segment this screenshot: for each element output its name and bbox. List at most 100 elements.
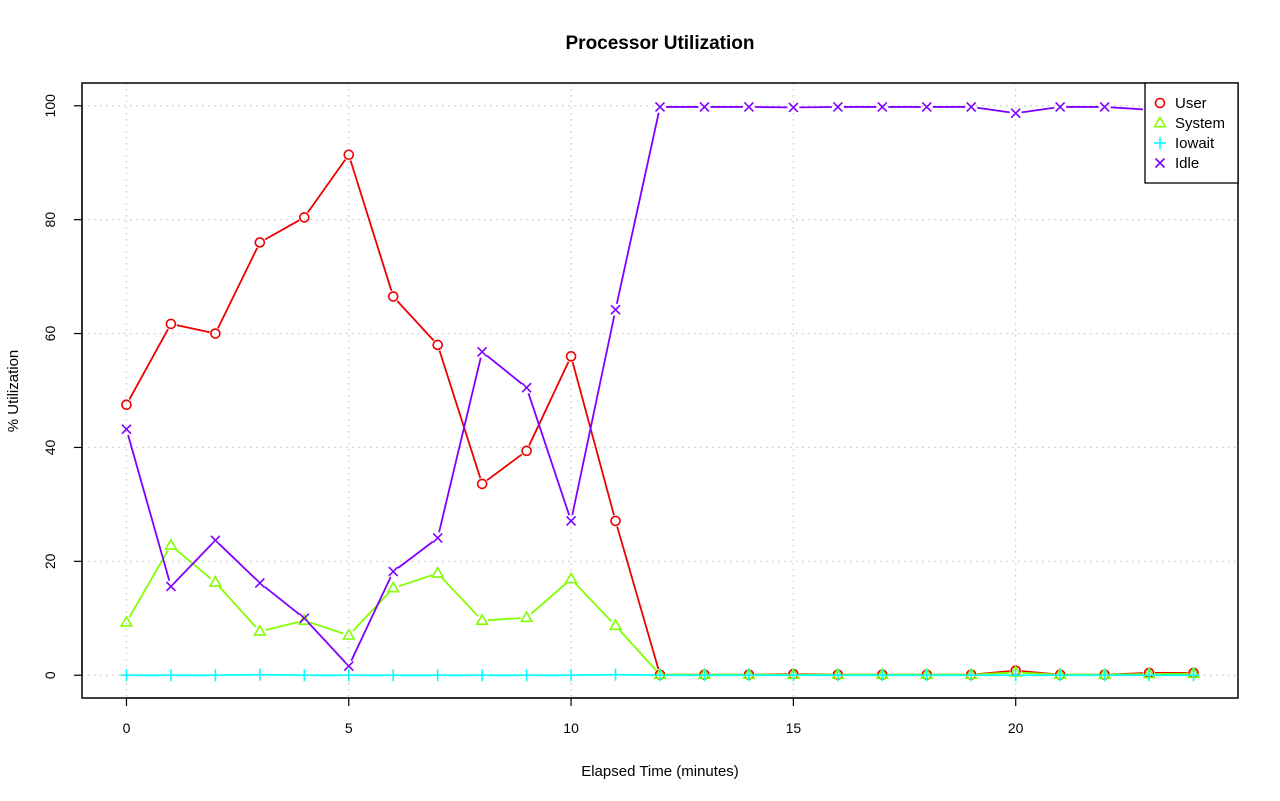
data-point-user	[565, 351, 577, 362]
data-point-idle	[254, 577, 265, 589]
data-point-iowait	[831, 669, 844, 682]
data-point-system	[342, 628, 356, 640]
plot-frame	[81, 82, 1239, 699]
series-line-user	[128, 159, 1188, 676]
data-point-idle	[432, 532, 443, 544]
x-tick-label: 5	[345, 720, 353, 736]
data-point-user	[521, 445, 532, 457]
legend-box	[1144, 82, 1239, 184]
data-point-idle	[1099, 101, 1110, 112]
data-point-iowait	[520, 669, 533, 682]
data-point-iowait	[387, 669, 400, 682]
data-point-idle	[343, 661, 354, 672]
data-point-system	[297, 613, 312, 625]
x-tick-label: 10	[563, 720, 579, 736]
data-point-user	[343, 149, 355, 161]
data-point-idle	[743, 101, 754, 112]
data-point-idle	[566, 515, 577, 526]
data-point-idle	[699, 101, 710, 112]
data-point-idle	[877, 101, 888, 112]
data-point-system	[475, 613, 489, 625]
legend-marker-iowait	[1154, 137, 1166, 149]
data-point-idle	[788, 102, 799, 113]
data-point-idle	[966, 101, 977, 112]
data-point-system	[386, 580, 400, 593]
data-point-user	[299, 212, 310, 223]
data-point-iowait	[920, 669, 933, 682]
legend: User System Iowait Idle	[1144, 82, 1239, 184]
data-point-user	[476, 478, 488, 490]
series-group	[119, 101, 1201, 682]
data-point-idle	[521, 382, 532, 393]
data-point-iowait	[1098, 669, 1111, 682]
data-point-iowait	[1187, 669, 1200, 682]
data-point-user	[210, 328, 221, 339]
data-point-user	[121, 399, 132, 411]
data-point-iowait	[1054, 669, 1067, 682]
legend-label-idle: Idle	[1175, 155, 1199, 172]
data-point-iowait	[876, 669, 889, 682]
data-point-idle	[1055, 101, 1066, 112]
x-axis-label: Elapsed Time (minutes)	[581, 763, 739, 780]
data-point-idle	[610, 304, 621, 315]
data-point-idle	[477, 346, 488, 357]
data-point-iowait	[742, 669, 755, 682]
grid	[82, 83, 1238, 698]
data-point-system	[564, 571, 578, 584]
data-point-iowait	[253, 668, 266, 681]
data-point-iowait	[698, 669, 711, 682]
data-point-system	[519, 610, 534, 623]
data-point-idle	[832, 101, 843, 112]
legend-label-iowait: Iowait	[1175, 135, 1215, 152]
legend-marker-system	[1153, 115, 1167, 128]
data-point-system	[164, 538, 178, 550]
data-point-system	[253, 624, 267, 636]
series-line-idle	[127, 106, 1188, 663]
y-axis-label: % Utilization	[5, 350, 22, 433]
y-tick-label: 40	[42, 439, 58, 455]
data-point-iowait	[565, 669, 578, 682]
x-tick-label: 0	[123, 720, 131, 736]
data-point-idle	[210, 535, 221, 546]
data-point-idle	[1010, 108, 1021, 119]
data-point-iowait	[1143, 669, 1156, 682]
legend-label-system: System	[1175, 115, 1225, 132]
x-axis: 0 5 10 15 20	[123, 697, 1024, 736]
data-point-idle	[299, 613, 310, 624]
data-point-iowait	[476, 669, 489, 682]
data-point-idle	[921, 101, 932, 112]
data-point-user	[254, 237, 266, 248]
legend-marker-idle	[1154, 157, 1166, 169]
series-iowait	[120, 668, 1200, 682]
y-axis: 0 20 40 60 80 100	[42, 94, 83, 679]
y-tick-label: 0	[42, 671, 58, 679]
data-point-idle	[654, 101, 666, 112]
x-tick-label: 20	[1008, 720, 1024, 736]
data-point-iowait	[609, 668, 622, 681]
data-point-user	[165, 318, 177, 330]
data-point-system	[208, 575, 223, 587]
data-point-iowait	[342, 669, 355, 682]
data-point-iowait	[120, 669, 133, 682]
data-point-idle	[121, 424, 132, 435]
series-user	[121, 149, 1199, 680]
y-tick-label: 80	[42, 212, 58, 228]
series-system	[119, 538, 1201, 680]
y-tick-label: 60	[42, 326, 58, 342]
data-point-iowait	[654, 669, 666, 682]
data-point-iowait	[1009, 669, 1022, 682]
data-point-idle	[165, 581, 176, 592]
data-point-iowait	[164, 669, 177, 682]
data-point-system	[608, 618, 623, 631]
data-point-idle	[388, 566, 399, 577]
data-point-user	[432, 339, 443, 351]
data-point-iowait	[965, 669, 978, 682]
y-tick-label: 20	[42, 553, 58, 569]
data-point-iowait	[298, 669, 311, 682]
series-idle	[121, 101, 1199, 672]
chart-title: Processor Utilization	[566, 33, 755, 54]
legend-label-user: User	[1175, 95, 1207, 112]
data-point-iowait	[431, 669, 444, 682]
y-tick-label: 100	[42, 94, 58, 118]
